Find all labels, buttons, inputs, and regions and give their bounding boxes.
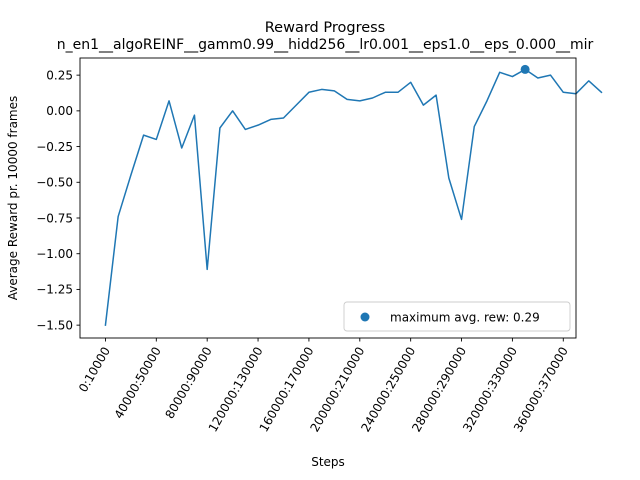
y-tick-label: −0.50 [36, 176, 73, 190]
max-reward-marker [520, 64, 530, 74]
plot-frame [79, 57, 577, 339]
chart-subtitle: n_en1__algoREINF__gamm0.99__hidd256__lr0… [57, 37, 594, 53]
legend-box [343, 301, 571, 332]
y-tick-label: −0.75 [36, 211, 73, 225]
legend: maximum avg. rew: 0.29 [343, 301, 571, 332]
y-axis-ticks: 0.25 0.00 −0.25 −0.50 −0.75 −1.00 −1.25 −1.50 [36, 68, 80, 332]
legend-label: maximum avg. rew: 0.29 [390, 311, 540, 325]
y-axis-label: Average Reward pr. 10000 frames [6, 96, 20, 301]
plot-area [80, 58, 576, 338]
chart-title: Reward Progress [265, 20, 386, 36]
series-layer [104, 64, 603, 326]
y-tick-label: −1.00 [36, 247, 73, 261]
y-tick-label: −1.50 [36, 318, 73, 332]
x-axis-label: Steps [311, 455, 345, 469]
y-tick-label: −1.25 [36, 283, 73, 297]
y-tick-label: −0.25 [36, 140, 73, 154]
y-tick-label: 0.00 [46, 104, 73, 118]
y-tick-label: 0.25 [46, 68, 73, 82]
series-line [104, 68, 603, 326]
legend-marker [360, 312, 370, 322]
